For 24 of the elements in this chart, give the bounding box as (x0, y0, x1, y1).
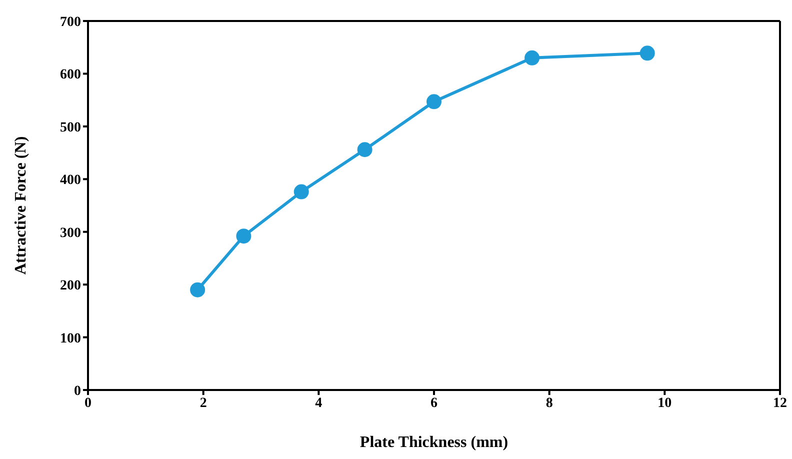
x-tick-label: 6 (430, 396, 438, 411)
y-tick-label: 0 (74, 384, 81, 399)
point (190, 282, 206, 298)
point (294, 184, 309, 200)
y-tick-label: 700 (60, 14, 81, 30)
x-tick-label: 2 (200, 396, 207, 411)
y-tick-label: 300 (60, 226, 81, 241)
x-tick-label: 8 (546, 396, 553, 411)
y-tick-label: 400 (60, 173, 81, 188)
point (640, 46, 655, 61)
point (357, 142, 372, 158)
point (236, 228, 252, 244)
x-tick-label: 4 (315, 396, 322, 411)
y-tick-label: 100 (60, 331, 81, 346)
point (426, 94, 442, 110)
y-axis-title: Attractive Force (N) (12, 136, 30, 275)
x-tick-label: 0 (84, 396, 92, 411)
x-axis-title: Plate Thickness (mm) (360, 434, 508, 451)
x-tick-label: 10 (658, 396, 672, 411)
y-tick-label: 600 (60, 68, 81, 83)
point (524, 50, 540, 66)
x-tick-label: 12 (773, 396, 787, 411)
y-tick-label: 500 (60, 120, 81, 136)
y-tick-label: 200 (60, 278, 81, 294)
